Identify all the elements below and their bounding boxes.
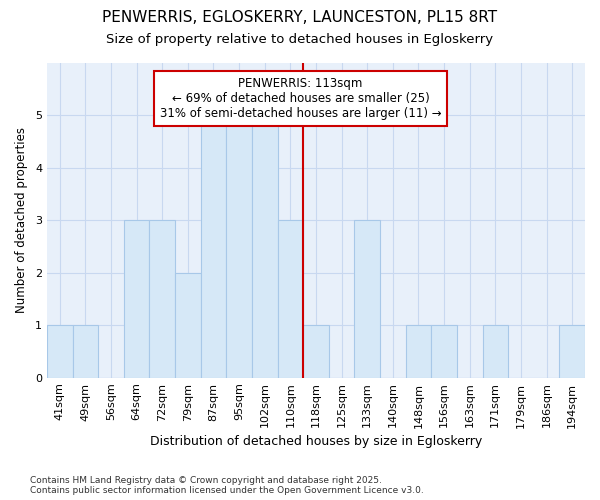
Text: PENWERRIS: 113sqm
← 69% of detached houses are smaller (25)
31% of semi-detached: PENWERRIS: 113sqm ← 69% of detached hous… — [160, 77, 442, 120]
Bar — [278, 220, 303, 378]
Bar — [73, 325, 98, 378]
X-axis label: Distribution of detached houses by size in Egloskerry: Distribution of detached houses by size … — [150, 434, 482, 448]
Text: PENWERRIS, EGLOSKERRY, LAUNCESTON, PL15 8RT: PENWERRIS, EGLOSKERRY, LAUNCESTON, PL15 … — [103, 10, 497, 25]
Bar — [482, 325, 508, 378]
Bar — [175, 272, 200, 378]
Y-axis label: Number of detached properties: Number of detached properties — [15, 127, 28, 313]
Bar — [124, 220, 149, 378]
Bar — [200, 115, 226, 378]
Bar — [47, 325, 73, 378]
Bar — [226, 115, 252, 378]
Text: Size of property relative to detached houses in Egloskerry: Size of property relative to detached ho… — [106, 32, 494, 46]
Text: Contains HM Land Registry data © Crown copyright and database right 2025.
Contai: Contains HM Land Registry data © Crown c… — [30, 476, 424, 495]
Bar — [149, 220, 175, 378]
Bar — [431, 325, 457, 378]
Bar — [303, 325, 329, 378]
Bar — [559, 325, 585, 378]
Bar — [355, 220, 380, 378]
Bar — [406, 325, 431, 378]
Bar — [252, 115, 278, 378]
